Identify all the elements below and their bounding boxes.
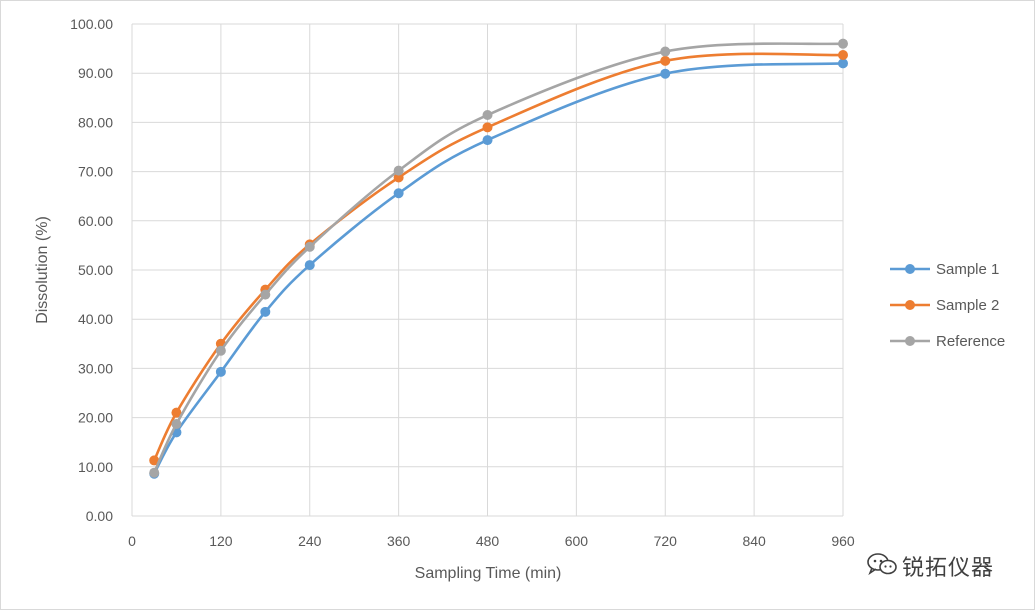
data-point [215,366,226,377]
data-point [149,455,160,466]
y-tick-labels: 0.00 10.00 20.00 30.00 40.00 50.00 60.00 70.00 8… [70,16,113,524]
data-point [393,188,404,199]
data-point [838,49,848,60]
data-point [171,418,182,429]
x-tick-label: 960 [831,533,855,549]
data-point [660,55,671,66]
data-point [660,68,671,79]
series-layer [149,38,848,479]
data-point [304,260,315,271]
y-tick-label: 40.00 [78,311,113,327]
gridlines [131,23,844,517]
x-tick-labels: 0 120 240 360 480 600 720 840 960 [128,533,855,549]
series-line [152,52,845,462]
series-reference [149,38,848,478]
series-sample-2 [149,49,848,466]
y-tick-label: 90.00 [78,65,113,81]
y-tick-label: 30.00 [78,360,113,376]
legend-label: Sample 2 [936,297,999,314]
y-axis-title: Dissolution (%) [34,216,51,324]
watermark-text: 锐拓仪器 [902,556,995,581]
series-line [152,42,845,475]
watermark: 锐拓仪器 [866,548,994,584]
x-tick-label: 480 [476,533,500,549]
legend-item: Reference [890,333,1005,350]
y-tick-label: 70.00 [78,164,113,180]
data-point [482,110,493,121]
y-tick-label: 100.00 [70,16,113,32]
data-point [304,241,315,252]
x-axis-title: Sampling Time (min) [415,565,562,582]
wechat-icon [866,550,898,583]
data-point [838,58,848,69]
y-tick-label: 0.00 [86,508,113,524]
data-point [171,407,182,418]
data-point [260,306,271,317]
data-point [215,345,226,356]
x-tick-label: 840 [742,533,766,549]
legend-swatch-marker [905,300,915,310]
legend-label: Sample 1 [936,261,999,278]
y-tick-label: 80.00 [78,114,113,130]
legend-swatch-marker [905,264,915,274]
y-tick-label: 10.00 [78,459,113,475]
x-tick-label: 0 [128,533,136,549]
series-line [152,62,845,475]
legend-label: Reference [936,333,1005,350]
y-tick-label: 20.00 [78,410,113,426]
legend: Sample 1 Sample 2 Reference [890,261,1005,350]
x-tick-label: 720 [654,533,678,549]
legend-item: Sample 1 [890,261,999,278]
data-point [838,38,848,49]
data-point [260,289,271,300]
x-tick-label: 600 [565,533,589,549]
data-point [393,172,404,183]
y-tick-label: 50.00 [78,262,113,278]
x-tick-label: 360 [387,533,411,549]
legend-item: Sample 2 [890,297,999,314]
legend-swatch-marker [905,336,915,346]
data-point [149,467,160,478]
data-point [482,122,493,133]
data-point [660,46,671,57]
x-tick-label: 240 [298,533,322,549]
x-tick-label: 120 [209,533,233,549]
data-point [393,165,404,176]
y-tick-label: 60.00 [78,213,113,229]
data-point [482,135,493,146]
